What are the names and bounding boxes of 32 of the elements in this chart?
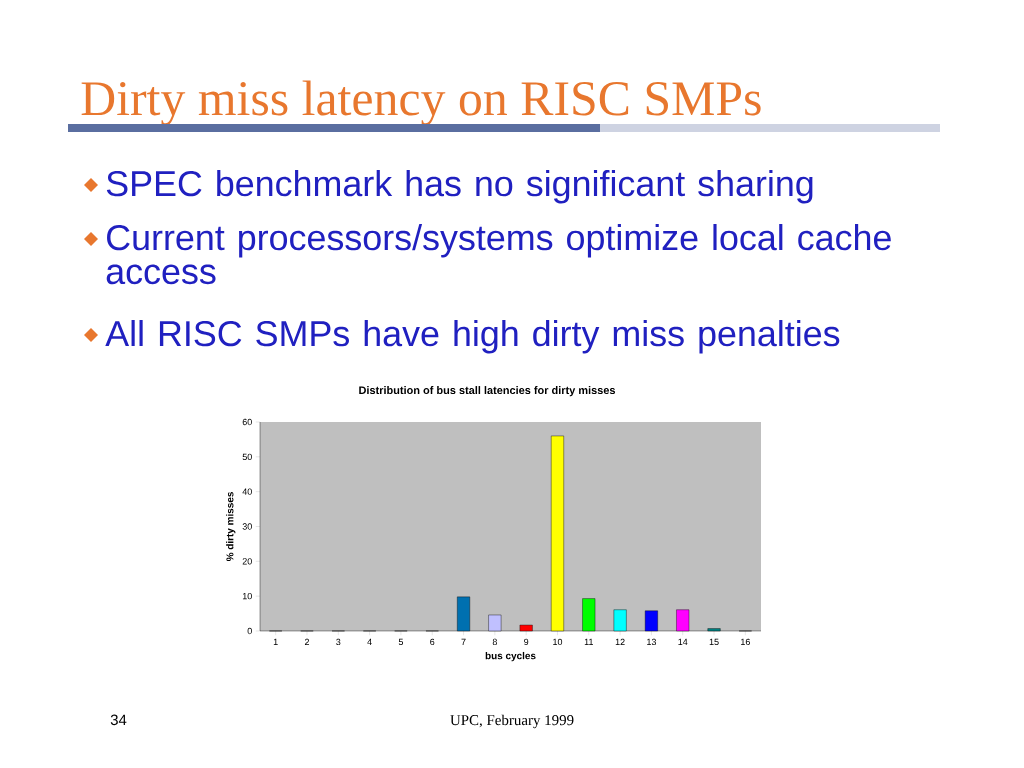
- chart-title: Dirty miss latency on RISC SMPs: [81, 80, 761, 126]
- x-tick-label: 2: [304, 638, 310, 646]
- text: All RISC SMPs have high dirty miss penalties: [105, 320, 840, 354]
- x-tick-label: 12: [615, 638, 625, 646]
- y-tick-label: 0: [247, 627, 252, 635]
- x-tick-label: 15: [709, 638, 719, 646]
- x-tick-label: 16: [741, 638, 750, 646]
- y-tick-label: 20: [242, 558, 252, 565]
- x-tick-label: 3: [336, 638, 341, 646]
- y-tick-label: 40: [242, 488, 252, 495]
- x-axis-title: bus cycles: [485, 651, 536, 662]
- x-tick-label: 9: [524, 638, 529, 646]
- y-tick-label: 30: [242, 523, 252, 530]
- x-tick-label: 1: [273, 638, 278, 645]
- x-tick-label: 7: [461, 638, 466, 645]
- x-tick-label: 6: [430, 638, 435, 646]
- text: Current processors/systems optimize local cache access: [106, 224, 891, 285]
- x-tick-label: 4: [367, 638, 372, 645]
- x-tick-label: 8: [492, 638, 497, 646]
- y-tick-label: 50: [242, 453, 252, 460]
- y-axis-title: % dirty misses: [226, 492, 236, 562]
- x-tick-label: 10: [553, 638, 563, 646]
- text: SPEC benchmark has no significant sharing: [106, 170, 813, 204]
- x-tick-label: 11: [584, 638, 594, 645]
- x-tick-label: 5: [398, 638, 404, 646]
- x-tick-label: 13: [647, 638, 657, 646]
- y-tick-label: 60: [242, 418, 252, 426]
- text: 34: [110, 714, 127, 726]
- y-tick-label: 10: [242, 592, 252, 600]
- x-tick-label: 14: [678, 638, 688, 645]
- chart-subtitle: Distribution of bus stall latencies for dirty misses: [359, 386, 616, 397]
- text: UPC, February 1999: [450, 714, 574, 729]
